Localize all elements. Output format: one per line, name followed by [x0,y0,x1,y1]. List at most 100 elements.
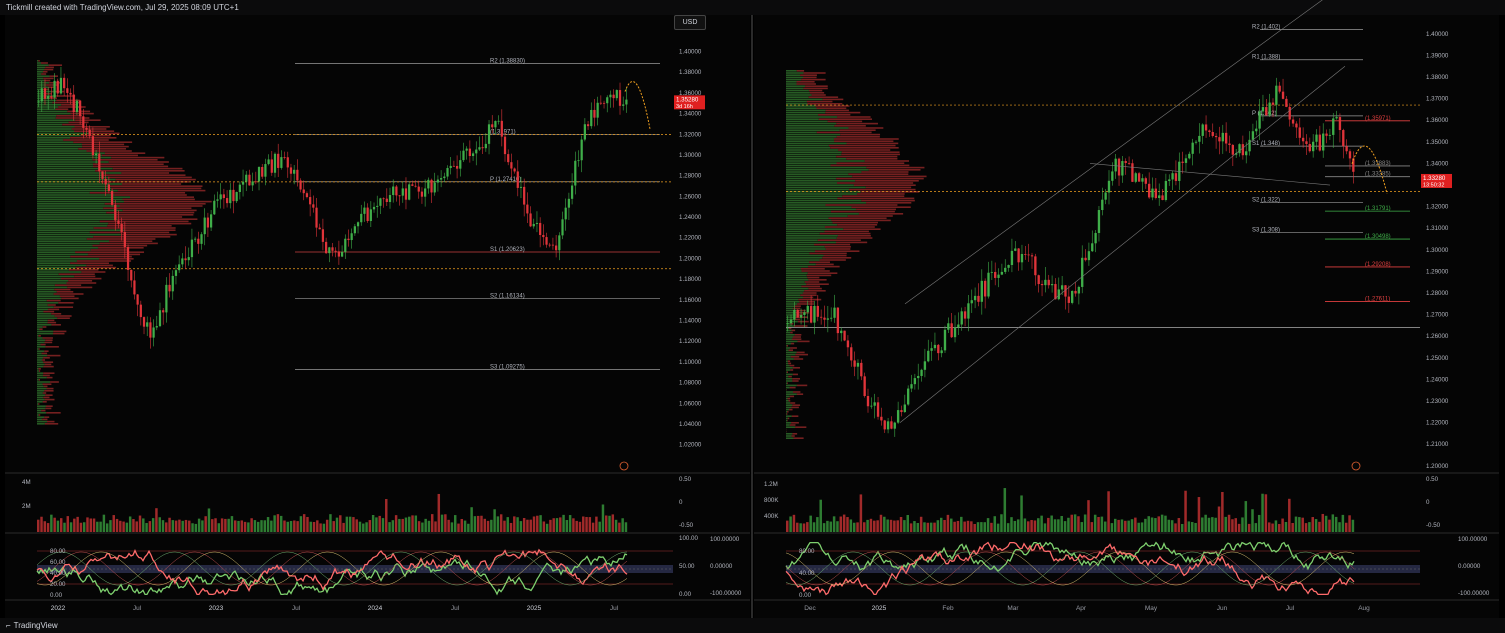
profile-bar-down [45,407,52,410]
volume-bar [457,523,460,532]
profile-bar-down [42,392,47,394]
profile-bar-up [37,240,110,242]
candle-body [139,304,142,318]
volume-right-tick: 0.50 [679,476,692,483]
volume-bar [168,517,171,532]
candle-body [796,309,799,318]
volume-bar [63,522,66,532]
profile-bar-up [786,98,823,101]
candle-body [816,305,819,317]
profile-bar-down [808,96,839,98]
volume-bar [960,516,963,532]
volume-bar [886,519,889,532]
profile-bar-up [786,360,788,362]
profile-bar-up [37,381,51,383]
candle-body [162,310,165,313]
volume-bar [191,523,194,532]
volume-bar [434,521,437,532]
candle-body [1335,117,1338,119]
profile-bar-up [786,144,829,147]
profile-bar-down [47,319,55,322]
profile-bar-up [786,270,802,272]
profile-bar-down [788,349,793,351]
profile-bar-up [786,417,788,420]
profile-bar-up [37,361,44,363]
candle-body [950,323,953,338]
profile-bar-down [834,140,894,142]
profile-bar-down [787,411,789,413]
profile-bar-down [48,308,60,311]
volume-bar [792,514,796,532]
volume-bar [980,522,983,532]
volume-bar [496,516,500,532]
profile-bar-down [791,415,799,417]
volume-bar [1063,521,1067,532]
tradingview-logo: ⌐ TradingView [6,621,58,630]
profile-bar-down [824,226,875,228]
volume-bar [862,522,866,532]
candle-body [561,219,564,236]
price-tick-label: 1.29000 [1426,268,1449,275]
profile-bar-up [786,184,854,186]
candle-body [382,198,385,200]
candle-body [927,350,930,362]
profile-bar-up [37,284,55,286]
candle-body [334,250,337,252]
profile-bar-down [40,343,46,346]
profile-bar-down [822,257,852,259]
price-tick-label: 1.34000 [679,111,702,118]
candle-body [1114,158,1117,172]
candle-body [618,90,622,106]
profile-bar-up [37,317,58,319]
profile-bar-down [88,253,141,256]
profile-bar-up [786,259,820,261]
profile-bar-down [101,174,186,176]
profile-bar-up [37,216,116,218]
volume-bar [595,516,598,532]
profile-bar-down [799,301,815,303]
profile-bar-down [45,339,53,341]
volume-bar [503,520,506,532]
target-label: (1.29208) [1365,262,1391,268]
candle-body [970,300,973,304]
profile-bar-up [786,340,798,343]
profile-bar-up [37,330,54,333]
volume-bar [1120,519,1124,532]
profile-bar-up [37,280,69,282]
candle-body [803,312,806,316]
profile-bar-up [37,414,39,416]
profile-bar-down [74,130,115,132]
time-axis: 2022 Jul 2023 Jul 2024 Jul 2025 Jul [51,605,619,612]
profile-bar-up [786,415,792,417]
candle-body [299,180,302,190]
volume-bar [568,515,572,532]
candle-body [1322,133,1325,151]
right-chart-panel[interactable]: R2 (1.402) R1 (1.388) P (1.362) S1 (1.348) S… [764,0,1490,612]
volume-bar [99,521,102,532]
volume-bar [970,521,973,532]
candle-body [1030,255,1034,257]
profile-bar-down [100,181,190,183]
profile-bar-down [45,405,53,407]
profile-bar-down [788,375,792,378]
profile-bar-down [807,103,843,105]
time-tick-label: Jul [133,605,142,612]
profile-bar-up [786,331,791,334]
profile-bar-up [786,125,835,127]
candle-body [1010,250,1014,266]
left-chart-panel[interactable]: R2 (1.38830) P (1.27410) S1 (1.20623) S2 (1… [22,49,742,612]
profile-bar-down [793,325,808,327]
profile-bar-up [786,116,838,118]
currency-button[interactable]: USD [674,15,706,30]
volume-bar [1160,514,1164,532]
profile-bar-down [99,242,158,245]
profile-bar-down [836,237,873,239]
price-tick-label: 1.23000 [1426,398,1449,405]
candle-body [126,247,130,270]
volume-bar [849,519,853,532]
volume-bar [1324,515,1328,532]
profile-bar-up [786,426,796,428]
candle-body [82,116,85,128]
profile-bar-up [37,205,120,207]
